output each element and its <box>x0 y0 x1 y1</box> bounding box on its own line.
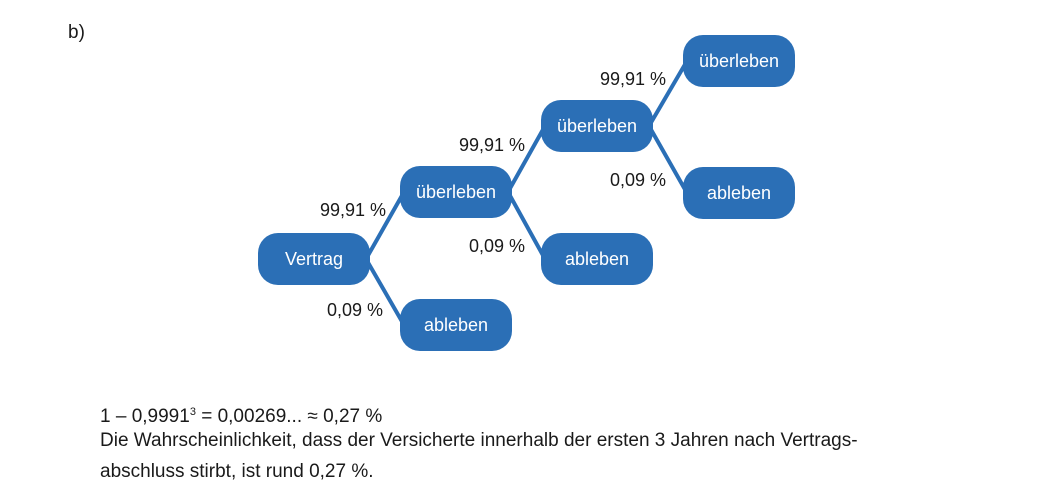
node-label-d2: ableben <box>565 249 629 269</box>
calculation: 1 – 0,99913 = 0,00269... ≈ 0,27 % <box>100 397 382 432</box>
edge-s1-d2 <box>506 190 547 261</box>
node-s1: überleben <box>400 166 512 218</box>
node-d3: ableben <box>683 167 795 219</box>
explanation-line-2: abschluss stirbt, ist rund 0,27 %. <box>100 461 374 482</box>
node-box-s2 <box>541 100 653 152</box>
node-s3: überleben <box>683 35 795 87</box>
probabilities-layer: 99,91 % 0,09 % 99,91 % 0,09 % 99,91 % 0,09 % <box>320 69 666 320</box>
explanation-line-1: Die Wahrscheinlichkeit, dass der Versich… <box>100 430 858 451</box>
probability-tree: Vertrag überleben ableben überleben ableben ü… <box>258 35 795 351</box>
node-box-s1 <box>400 166 512 218</box>
prob-s1-d2: 0,09 % <box>469 236 525 256</box>
explanation: Die Wahrscheinlichkeit, dass der Versich… <box>100 425 1000 487</box>
node-label-s1: überleben <box>416 182 496 202</box>
edge-root-s1 <box>364 190 406 261</box>
prob-s2-d3: 0,09 % <box>610 170 666 190</box>
nodes-layer: Vertrag überleben ableben überleben ableben ü… <box>258 35 795 351</box>
edge-s2-s3 <box>647 59 689 128</box>
node-box-root <box>258 233 370 285</box>
prob-root-d1: 0,09 % <box>327 300 383 320</box>
node-box-d1 <box>400 299 512 351</box>
prob-root-s1: 99,91 % <box>320 200 386 220</box>
node-s2: überleben <box>541 100 653 152</box>
calc-lhs: 1 – 0,9991 <box>100 406 190 427</box>
node-d1: ableben <box>400 299 512 351</box>
part-label: b) <box>68 22 85 43</box>
edges-layer <box>364 59 689 327</box>
edge-s1-s2 <box>506 124 547 194</box>
node-label-s3: überleben <box>699 51 779 71</box>
node-box-s3 <box>683 35 795 87</box>
node-label-d3: ableben <box>707 183 771 203</box>
prob-s2-s3: 99,91 % <box>600 69 666 89</box>
edge-root-d1 <box>364 257 406 327</box>
node-label-d1: ableben <box>424 315 488 335</box>
node-root: Vertrag <box>258 233 370 285</box>
node-box-d2 <box>541 233 653 285</box>
node-box-d3 <box>683 167 795 219</box>
edge-s2-d3 <box>647 124 689 195</box>
node-d2: ableben <box>541 233 653 285</box>
calc-exponent: 3 <box>189 406 196 418</box>
node-label-root: Vertrag <box>285 249 343 269</box>
node-label-s2: überleben <box>557 116 637 136</box>
calc-rhs: = 0,00269... ≈ 0,27 % <box>195 406 383 427</box>
prob-s1-s2: 99,91 % <box>459 135 525 155</box>
